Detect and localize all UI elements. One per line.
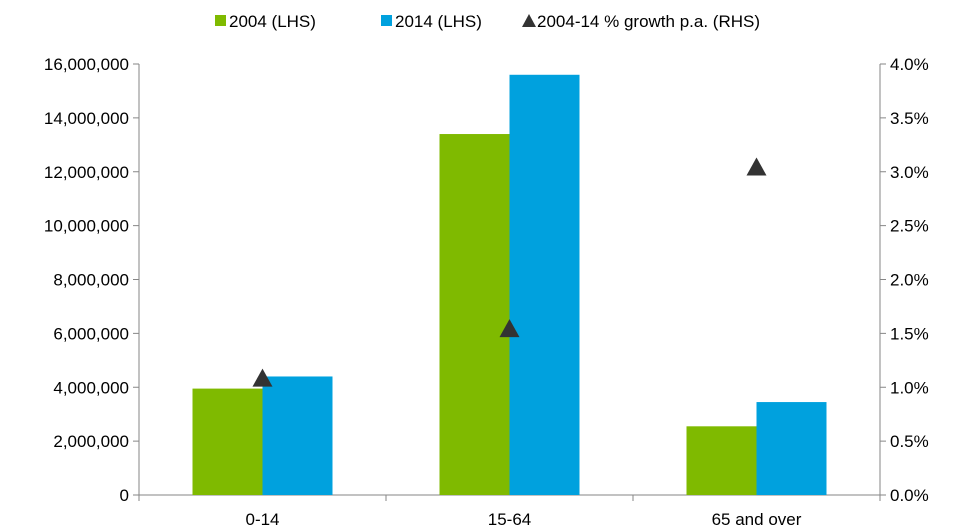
x-tick-label: 15-64 bbox=[488, 510, 531, 529]
legend-swatch bbox=[215, 15, 226, 26]
bar bbox=[509, 74, 580, 496]
y-left-tick-label: 14,000,000 bbox=[44, 109, 129, 128]
bars bbox=[192, 74, 827, 496]
y-right-tick-label: 4.0% bbox=[890, 55, 929, 74]
bar bbox=[439, 134, 510, 495]
y-left-tick-label: 4,000,000 bbox=[53, 378, 129, 397]
y-right-tick-label: 1.0% bbox=[890, 378, 929, 397]
y-right-tick-label: 0.0% bbox=[890, 486, 929, 505]
y-right-tick-label: 3.0% bbox=[890, 163, 929, 182]
x-axis: 0-14 15-64 65 and over bbox=[138, 494, 881, 529]
y-right-tick-label: 0.5% bbox=[890, 432, 929, 451]
bar bbox=[262, 376, 333, 495]
y-right-axis: 0.0% 0.5% 1.0% 1.5% 2.0% 2.5% 3.0% 3.5% 4.0% bbox=[879, 55, 929, 505]
growth-marker bbox=[499, 319, 520, 338]
legend-label: 2004 (LHS) bbox=[229, 12, 316, 31]
legend-label: 2004-14 % growth p.a. (RHS) bbox=[537, 12, 760, 31]
legend-swatch bbox=[381, 15, 392, 26]
x-tick-label: 65 and over bbox=[712, 510, 802, 529]
bar bbox=[686, 426, 757, 495]
y-left-tick-label: 2,000,000 bbox=[53, 432, 129, 451]
y-right-tick-label: 2.0% bbox=[890, 271, 929, 290]
y-left-tick-label: 10,000,000 bbox=[44, 217, 129, 236]
legend: 2004 (LHS) 2014 (LHS) 2004-14 % growth p.a… bbox=[215, 12, 760, 31]
y-right-tick-label: 1.5% bbox=[890, 324, 929, 343]
growth-marker bbox=[746, 157, 767, 176]
growth-markers bbox=[252, 157, 767, 387]
y-left-tick-label: 0 bbox=[120, 486, 129, 505]
y-left-axis: 0 2,000,000 4,000,000 6,000,000 8,000,000 10,… bbox=[44, 55, 140, 505]
y-right-tick-label: 3.5% bbox=[890, 109, 929, 128]
bar bbox=[756, 402, 827, 495]
x-tick-label: 0-14 bbox=[245, 510, 279, 529]
growth-marker bbox=[252, 368, 273, 387]
y-left-tick-label: 12,000,000 bbox=[44, 163, 129, 182]
y-left-tick-label: 8,000,000 bbox=[53, 271, 129, 290]
legend-label: 2014 (LHS) bbox=[395, 12, 482, 31]
legend-marker bbox=[522, 14, 536, 27]
y-right-tick-label: 2.5% bbox=[890, 217, 929, 236]
bar bbox=[192, 388, 263, 495]
y-left-tick-label: 16,000,000 bbox=[44, 55, 129, 74]
y-left-tick-label: 6,000,000 bbox=[53, 324, 129, 343]
